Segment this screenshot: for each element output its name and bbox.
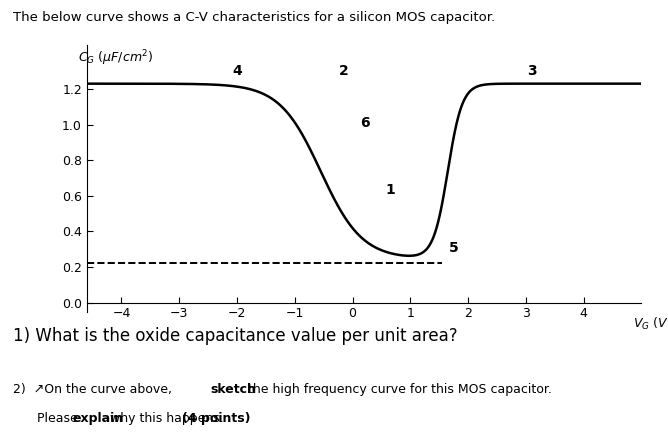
Text: why this happens.: why this happens. [106,412,227,425]
Text: $V_G\ (V)$: $V_G\ (V)$ [633,316,668,332]
Text: $C_G\ (\mu F/cm^2)$: $C_G\ (\mu F/cm^2)$ [78,48,154,68]
Text: 1) What is the oxide capacitance value per unit area?: 1) What is the oxide capacitance value p… [13,327,458,345]
Text: The below curve shows a C-V characteristics for a silicon MOS capacitor.: The below curve shows a C-V characterist… [13,11,496,24]
Text: 6: 6 [361,116,370,130]
Text: 4: 4 [232,64,242,78]
Text: 2: 2 [339,64,349,78]
Text: the high frequency curve for this MOS capacitor.: the high frequency curve for this MOS ca… [244,383,552,396]
Text: 1: 1 [385,182,395,197]
Text: 2)  ↗On the curve above,: 2) ↗On the curve above, [13,383,176,396]
Text: Please: Please [37,412,81,425]
Text: explain: explain [72,412,124,425]
Text: (4 points): (4 points) [182,412,250,425]
Text: 3: 3 [527,64,536,78]
Text: 5: 5 [449,241,458,255]
Text: sketch: sketch [210,383,257,396]
